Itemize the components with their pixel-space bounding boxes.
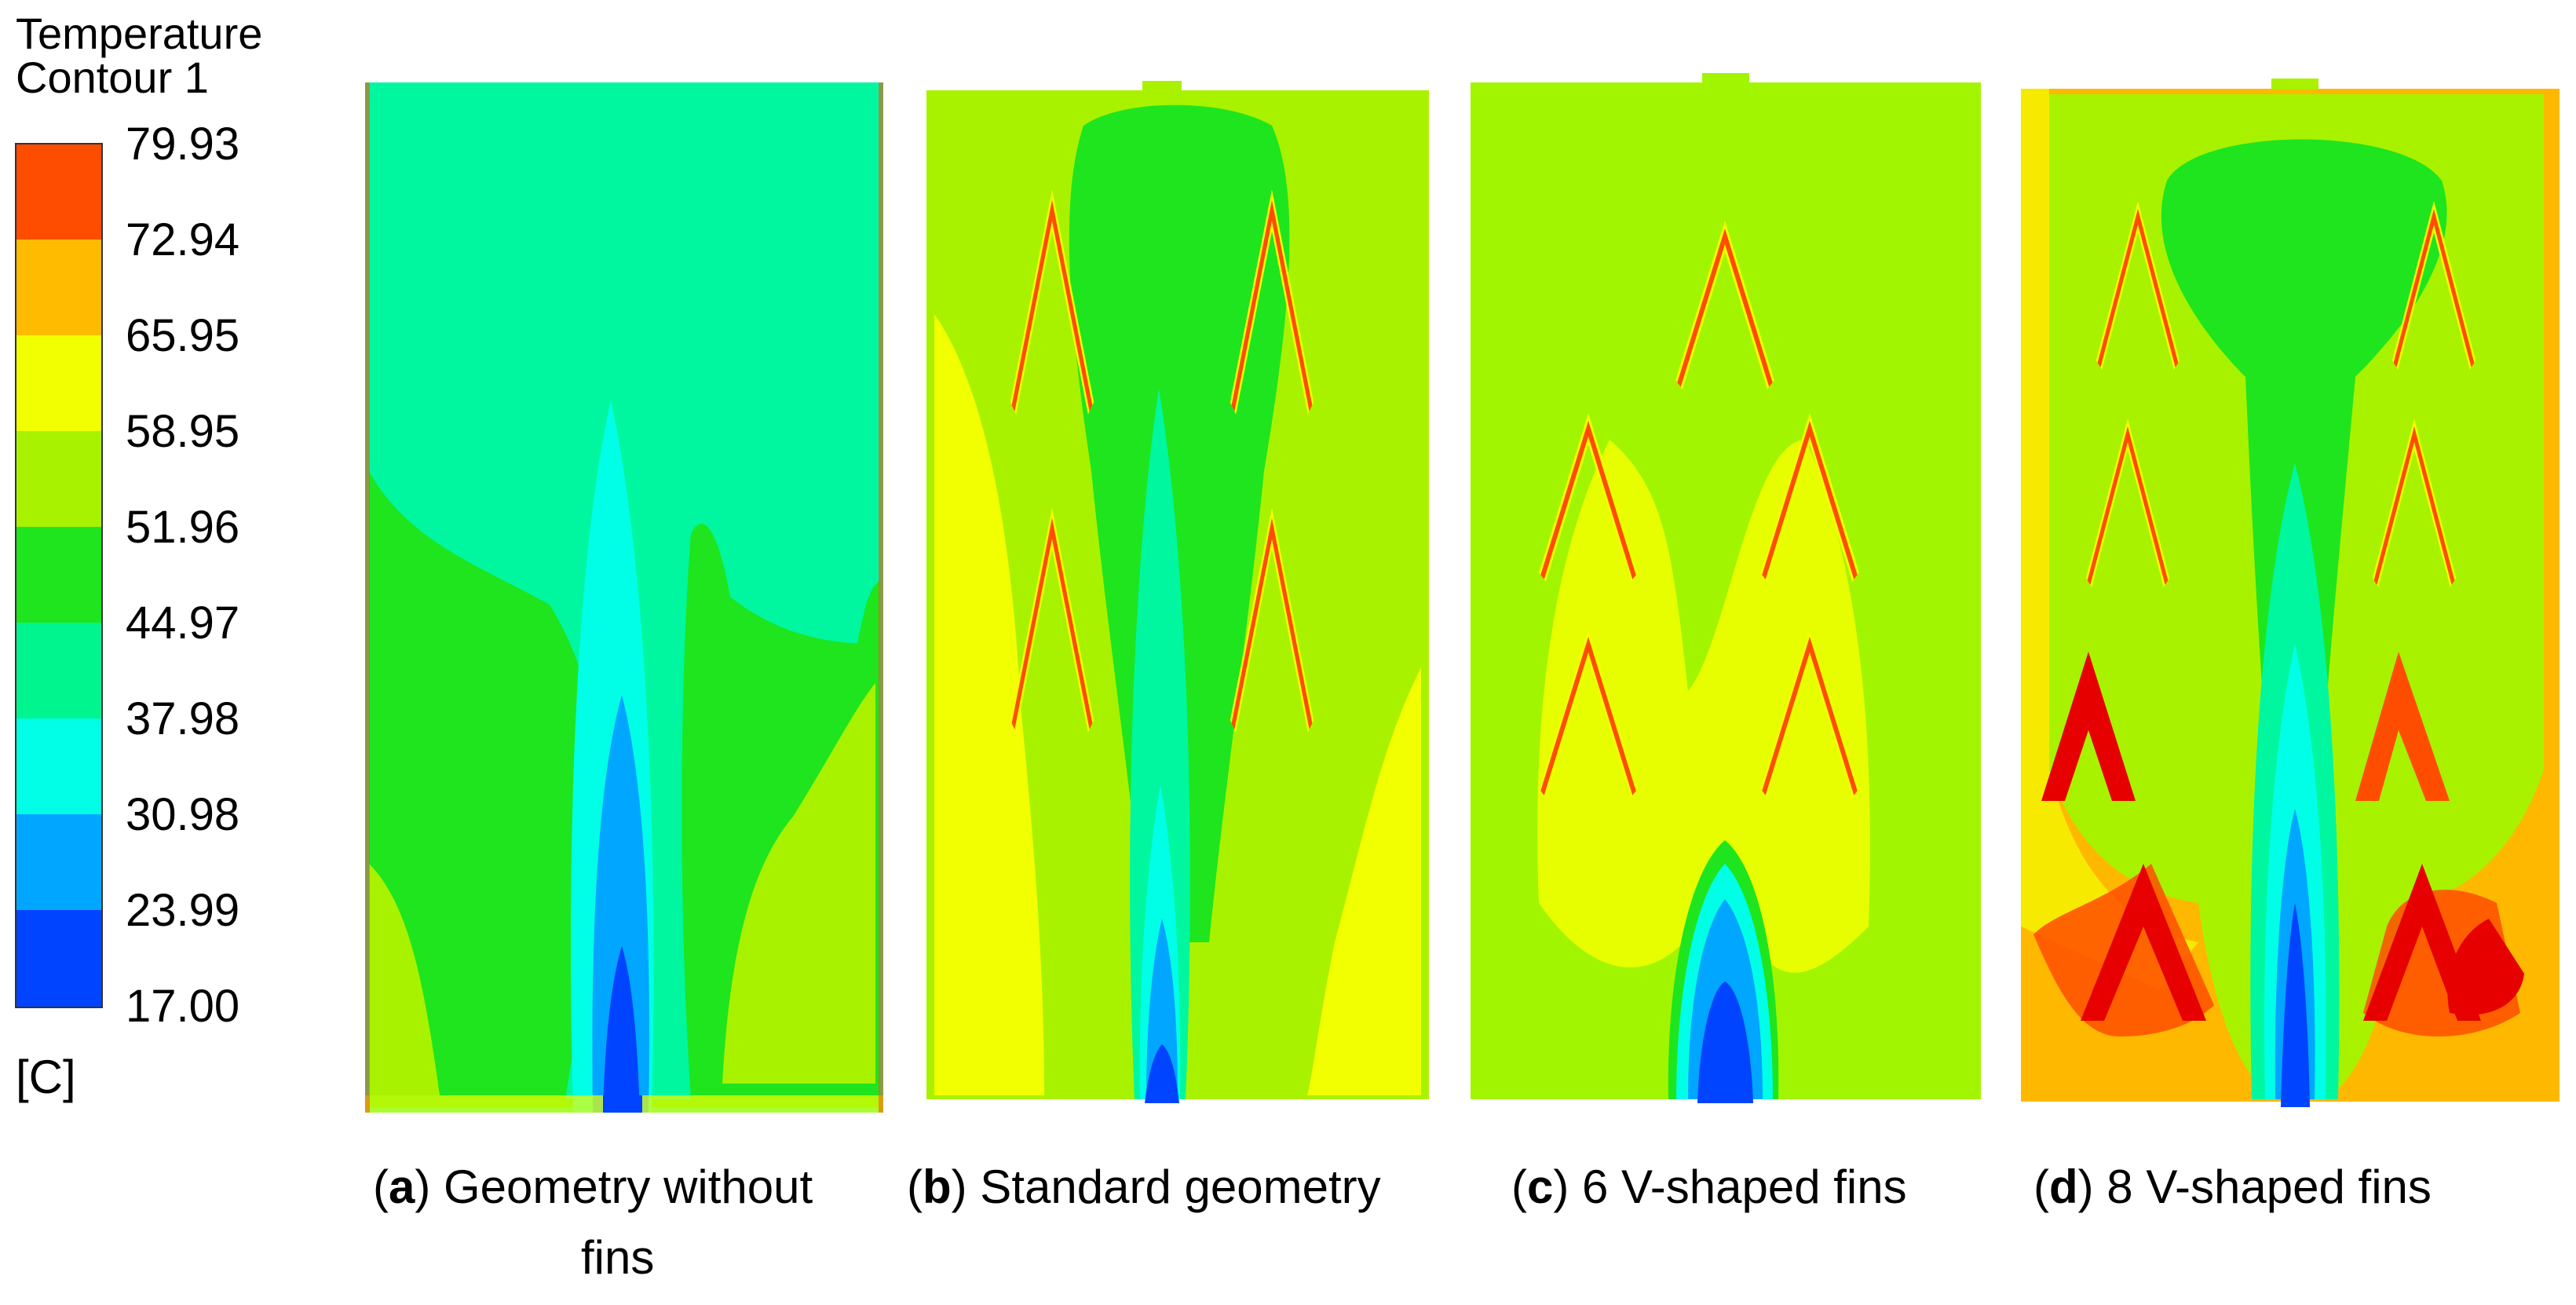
- panel-b-green-plume: [1069, 104, 1290, 942]
- panel-d-fin-6: [2355, 652, 2450, 801]
- legend-level-6: 44.97: [126, 598, 239, 649]
- panel-d-green-plume: [2161, 139, 2447, 864]
- legend-band-4: [16, 431, 102, 527]
- panel-d-inlet: [2271, 79, 2318, 90]
- legend-title-line2: Contour 1: [16, 53, 209, 102]
- contour-panel-a: [365, 82, 883, 1113]
- legend-band-3: [16, 335, 102, 431]
- legend: Temperature Contour 1 79.93 72.94 65.95 …: [15, 9, 262, 1103]
- panel-b-core-jet: [1145, 1044, 1179, 1103]
- panel-d-fin-5: [2041, 652, 2136, 801]
- caption-b: (b) Standard geometry: [907, 1161, 1381, 1213]
- legend-band-7: [16, 718, 102, 814]
- panel-a-blue-jet: [592, 695, 649, 1113]
- legend-unit: [C]: [16, 1051, 76, 1103]
- panel-b-yellow-right: [1307, 667, 1421, 1095]
- legend-band-5: [16, 527, 102, 623]
- panel-c-inlet: [1702, 73, 1749, 84]
- legend-level-4: 58.95: [126, 406, 239, 457]
- panel-d-yellow-band: [2021, 89, 2198, 989]
- legend-level-9: 23.99: [126, 885, 239, 936]
- legend-level-7: 37.98: [126, 693, 239, 744]
- legend-level-10: 17.00: [126, 981, 239, 1032]
- panel-a-green-plume: [369, 471, 879, 1107]
- contour-panel-c: [1471, 73, 1981, 1103]
- panel-b-yellow-left: [934, 314, 1044, 1095]
- legend-tick-labels: 79.93 72.94 65.95 58.95 51.96 44.97 37.9…: [126, 119, 239, 1032]
- panel-b-inlet: [1142, 81, 1182, 92]
- legend-band-1: [16, 144, 102, 239]
- contour-panel-b: [926, 81, 1429, 1103]
- legend-colorbar: [15, 143, 103, 1008]
- panel-a-core-jet: [603, 946, 640, 1113]
- legend-level-2: 72.94: [126, 214, 239, 265]
- caption-a: (a) Geometry without: [373, 1161, 813, 1213]
- legend-level-8: 30.98: [126, 789, 239, 840]
- caption-c: (c) 6 V-shaped fins: [1511, 1161, 1907, 1213]
- caption-a-line2: fins: [581, 1231, 654, 1284]
- contour-panel-d: [2021, 79, 2560, 1107]
- panel-d-core-jet: [2281, 903, 2310, 1107]
- caption-d: (d) 8 V-shaped fins: [2033, 1161, 2432, 1213]
- legend-level-5: 51.96: [126, 502, 239, 553]
- panel-a-lime-right: [722, 683, 875, 1084]
- legend-band-9: [16, 910, 102, 1007]
- legend-level-1: 79.93: [126, 119, 239, 170]
- panel-c-core-jet: [1697, 981, 1753, 1103]
- legend-level-3: 65.95: [126, 310, 239, 361]
- panel-a-lime-left: [369, 864, 440, 1095]
- legend-band-6: [16, 623, 102, 718]
- panel-b-blue-jet: [1146, 919, 1178, 1099]
- panel-d-fin-7: [2081, 864, 2206, 1021]
- legend-title-line1: Temperature: [16, 9, 262, 58]
- legend-band-8: [16, 814, 102, 910]
- captions: (a) Geometry without fins (b) Standard g…: [373, 1161, 2432, 1284]
- legend-band-2: [16, 239, 102, 335]
- panel-c-yellow-halo: [1537, 440, 1870, 973]
- panel-d-fin-8: [2363, 864, 2481, 1021]
